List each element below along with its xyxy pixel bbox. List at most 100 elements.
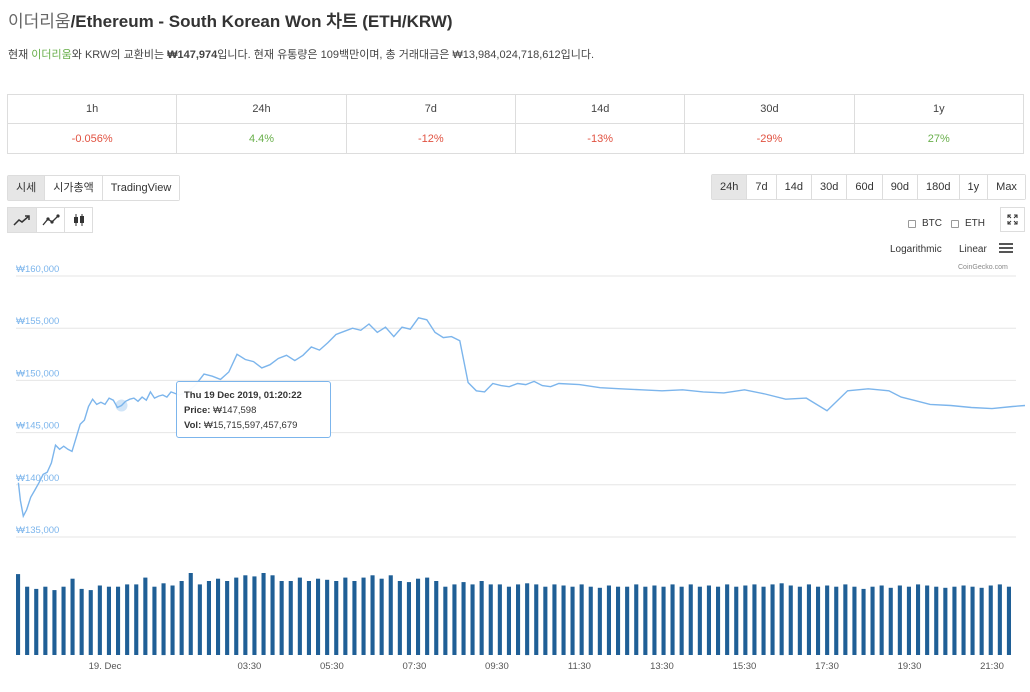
volume-bar <box>416 578 421 655</box>
x-tick-label: 13:30 <box>650 661 674 672</box>
volume-bar <box>343 577 348 655</box>
x-tick-label: 17:30 <box>815 661 839 672</box>
tab-price[interactable]: 시세 <box>8 176 45 200</box>
chart-credit: CoinGecko.com <box>958 264 1008 271</box>
range-60d[interactable]: 60d <box>846 175 882 199</box>
volume-bar <box>325 579 330 655</box>
y-tick-label: ₩135,000 <box>16 525 59 536</box>
volume-bar <box>752 584 757 655</box>
volume-bar <box>243 575 248 655</box>
volume-bar <box>970 586 975 655</box>
view-tabs: 시세 시가총액 TradingView <box>7 175 181 201</box>
volume-bar <box>434 581 439 655</box>
volume-bar <box>688 584 693 655</box>
volume-bar <box>697 586 702 655</box>
volume-bar <box>270 575 275 655</box>
volume-bar <box>16 574 21 655</box>
desc-mid: 와 KRW의 교환비는 <box>71 49 168 61</box>
volume-bar <box>179 581 184 655</box>
tab-market-cap[interactable]: 시가총액 <box>44 176 102 200</box>
volume-bar <box>506 586 511 655</box>
volume-bar <box>997 584 1002 655</box>
x-tick-label: 15:30 <box>733 661 757 672</box>
range-180d[interactable]: 180d <box>917 175 959 199</box>
line-chart-icon[interactable] <box>8 208 36 232</box>
volume-bar <box>534 584 539 655</box>
candlestick-icon[interactable] <box>64 208 92 232</box>
volume-bar <box>279 581 284 655</box>
volume-bar <box>588 586 593 655</box>
ohlc-line-icon[interactable] <box>36 208 64 232</box>
volume-bar <box>479 581 484 655</box>
btc-label: BTC <box>922 218 942 229</box>
volume-bar <box>306 581 311 655</box>
tab-tradingview[interactable]: TradingView <box>101 176 180 200</box>
range-24h[interactable]: 24h <box>712 175 747 199</box>
perf-value-24h: 4.4% <box>176 123 347 154</box>
perf-value-30d: -29% <box>684 123 855 154</box>
range-7d[interactable]: 7d <box>746 175 776 199</box>
volume-bar <box>543 586 548 655</box>
tooltip-date: Thu 19 Dec 2019, 01:20:22 <box>184 390 302 401</box>
volume-bar <box>625 586 630 655</box>
volume-bar <box>852 586 857 655</box>
volume-bar <box>152 586 157 655</box>
coin-link[interactable]: 이더리움 <box>31 49 72 61</box>
volume-bar <box>779 583 784 656</box>
volume-bar <box>25 586 30 655</box>
volume-bar <box>916 584 921 655</box>
compare-btc[interactable]: BTC <box>908 218 942 229</box>
volume-bar <box>943 587 948 655</box>
volume-bar <box>797 586 802 655</box>
range-max[interactable]: Max <box>987 175 1025 199</box>
volume-bar <box>43 586 48 655</box>
volume-bar <box>788 585 793 655</box>
perf-header-14d: 14d <box>514 94 686 124</box>
scale-linear[interactable]: Linear <box>959 244 987 255</box>
volume-bar <box>579 584 584 655</box>
volume-bar <box>370 575 375 655</box>
volume-bar <box>188 573 193 655</box>
volume-bar <box>234 577 239 655</box>
range-90d[interactable]: 90d <box>881 175 918 199</box>
volume-bar <box>716 586 721 655</box>
range-tabs: 24h 7d 14d 30d 60d 90d 180d 1y Max <box>711 174 1026 200</box>
performance-table: 1h 24h 7d 14d 30d 1y -0.056% 4.4% -12% -… <box>6 94 1025 154</box>
volume-bar <box>834 586 839 655</box>
volume-bar <box>570 586 575 655</box>
price-chart: ₩160,000 ₩155,000 ₩150,000 ₩145,000 ₩140,000… <box>16 264 1026 672</box>
btc-checkbox[interactable] <box>908 219 916 228</box>
volume-bar <box>88 590 93 655</box>
volume-bar <box>352 581 357 655</box>
eth-checkbox[interactable] <box>951 219 959 228</box>
hamburger-menu-icon[interactable] <box>999 243 1013 255</box>
volume-bar <box>197 584 202 655</box>
range-30d[interactable]: 30d <box>810 175 847 199</box>
volume-bar <box>934 586 939 655</box>
volume-bar <box>770 584 775 655</box>
volume-bar <box>461 582 466 655</box>
y-tick-label: ₩155,000 <box>16 316 59 327</box>
eth-label: ETH <box>965 218 985 229</box>
compare-eth[interactable]: ETH <box>951 218 985 229</box>
tooltip-price-label: Price: <box>184 405 211 416</box>
volume-bar <box>870 586 875 655</box>
x-tick-label: 05:30 <box>320 661 344 672</box>
range-1y[interactable]: 1y <box>958 175 988 199</box>
fullscreen-button[interactable] <box>1000 207 1025 232</box>
volume-bar <box>452 584 457 655</box>
scale-logarithmic[interactable]: Logarithmic <box>890 244 942 255</box>
tooltip-vol-label: Vol: <box>184 420 202 431</box>
perf-header-1h: 1h <box>6 94 178 124</box>
volume-bar <box>470 584 475 655</box>
volume-bar <box>161 583 166 656</box>
volume-bar <box>497 584 502 655</box>
volume-bar <box>679 586 684 655</box>
volume-bar <box>34 588 39 655</box>
perf-value-1h: -0.056% <box>6 123 178 154</box>
volume-bar <box>261 573 266 655</box>
chart-type-toggle <box>7 207 93 233</box>
volume-bar <box>961 585 966 655</box>
range-14d[interactable]: 14d <box>775 175 811 199</box>
volume-bar <box>706 585 711 655</box>
